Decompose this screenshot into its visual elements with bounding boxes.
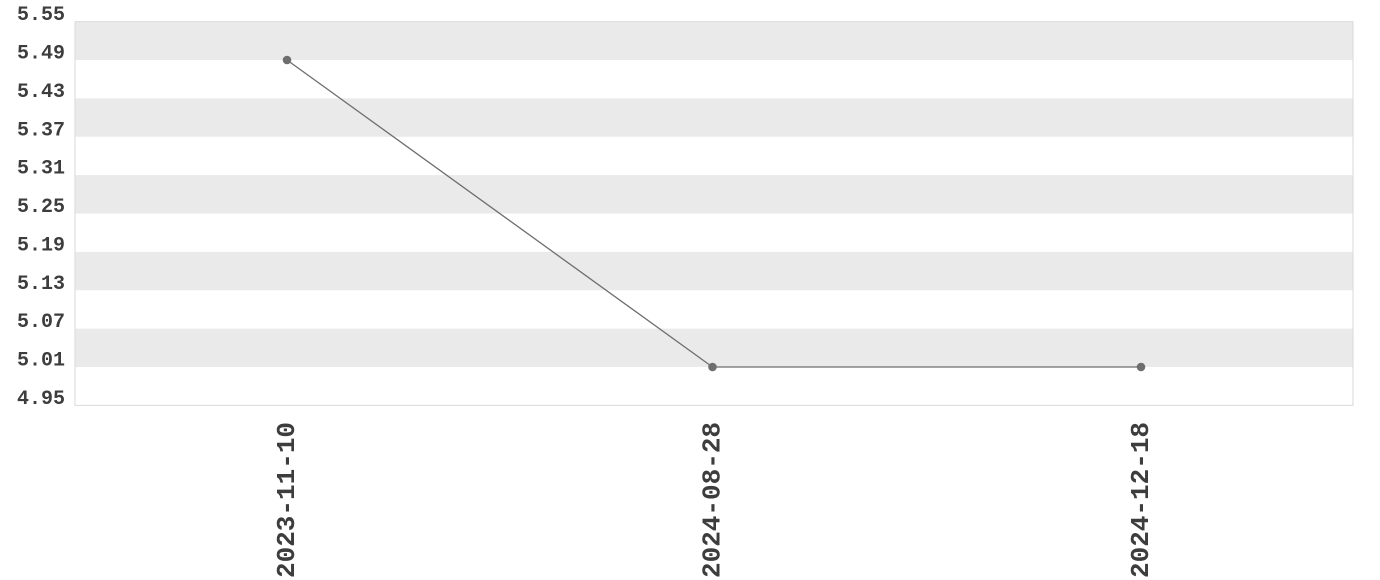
svg-text:5.07: 5.07 — [17, 311, 65, 334]
svg-text:5.55: 5.55 — [17, 4, 65, 27]
svg-text:2024-12-18: 2024-12-18 — [1126, 422, 1156, 578]
svg-text:5.31: 5.31 — [17, 158, 65, 181]
svg-text:5.13: 5.13 — [17, 273, 65, 296]
svg-text:5.19: 5.19 — [17, 234, 65, 257]
svg-text:5.25: 5.25 — [17, 196, 65, 219]
svg-text:5.37: 5.37 — [17, 119, 65, 142]
svg-text:2024-08-28: 2024-08-28 — [698, 422, 728, 578]
svg-text:5.49: 5.49 — [17, 43, 65, 66]
svg-text:5.43: 5.43 — [17, 81, 65, 104]
svg-text:2023-11-10: 2023-11-10 — [272, 422, 302, 578]
svg-text:5.01: 5.01 — [17, 350, 65, 373]
svg-text:4.95: 4.95 — [17, 388, 65, 411]
